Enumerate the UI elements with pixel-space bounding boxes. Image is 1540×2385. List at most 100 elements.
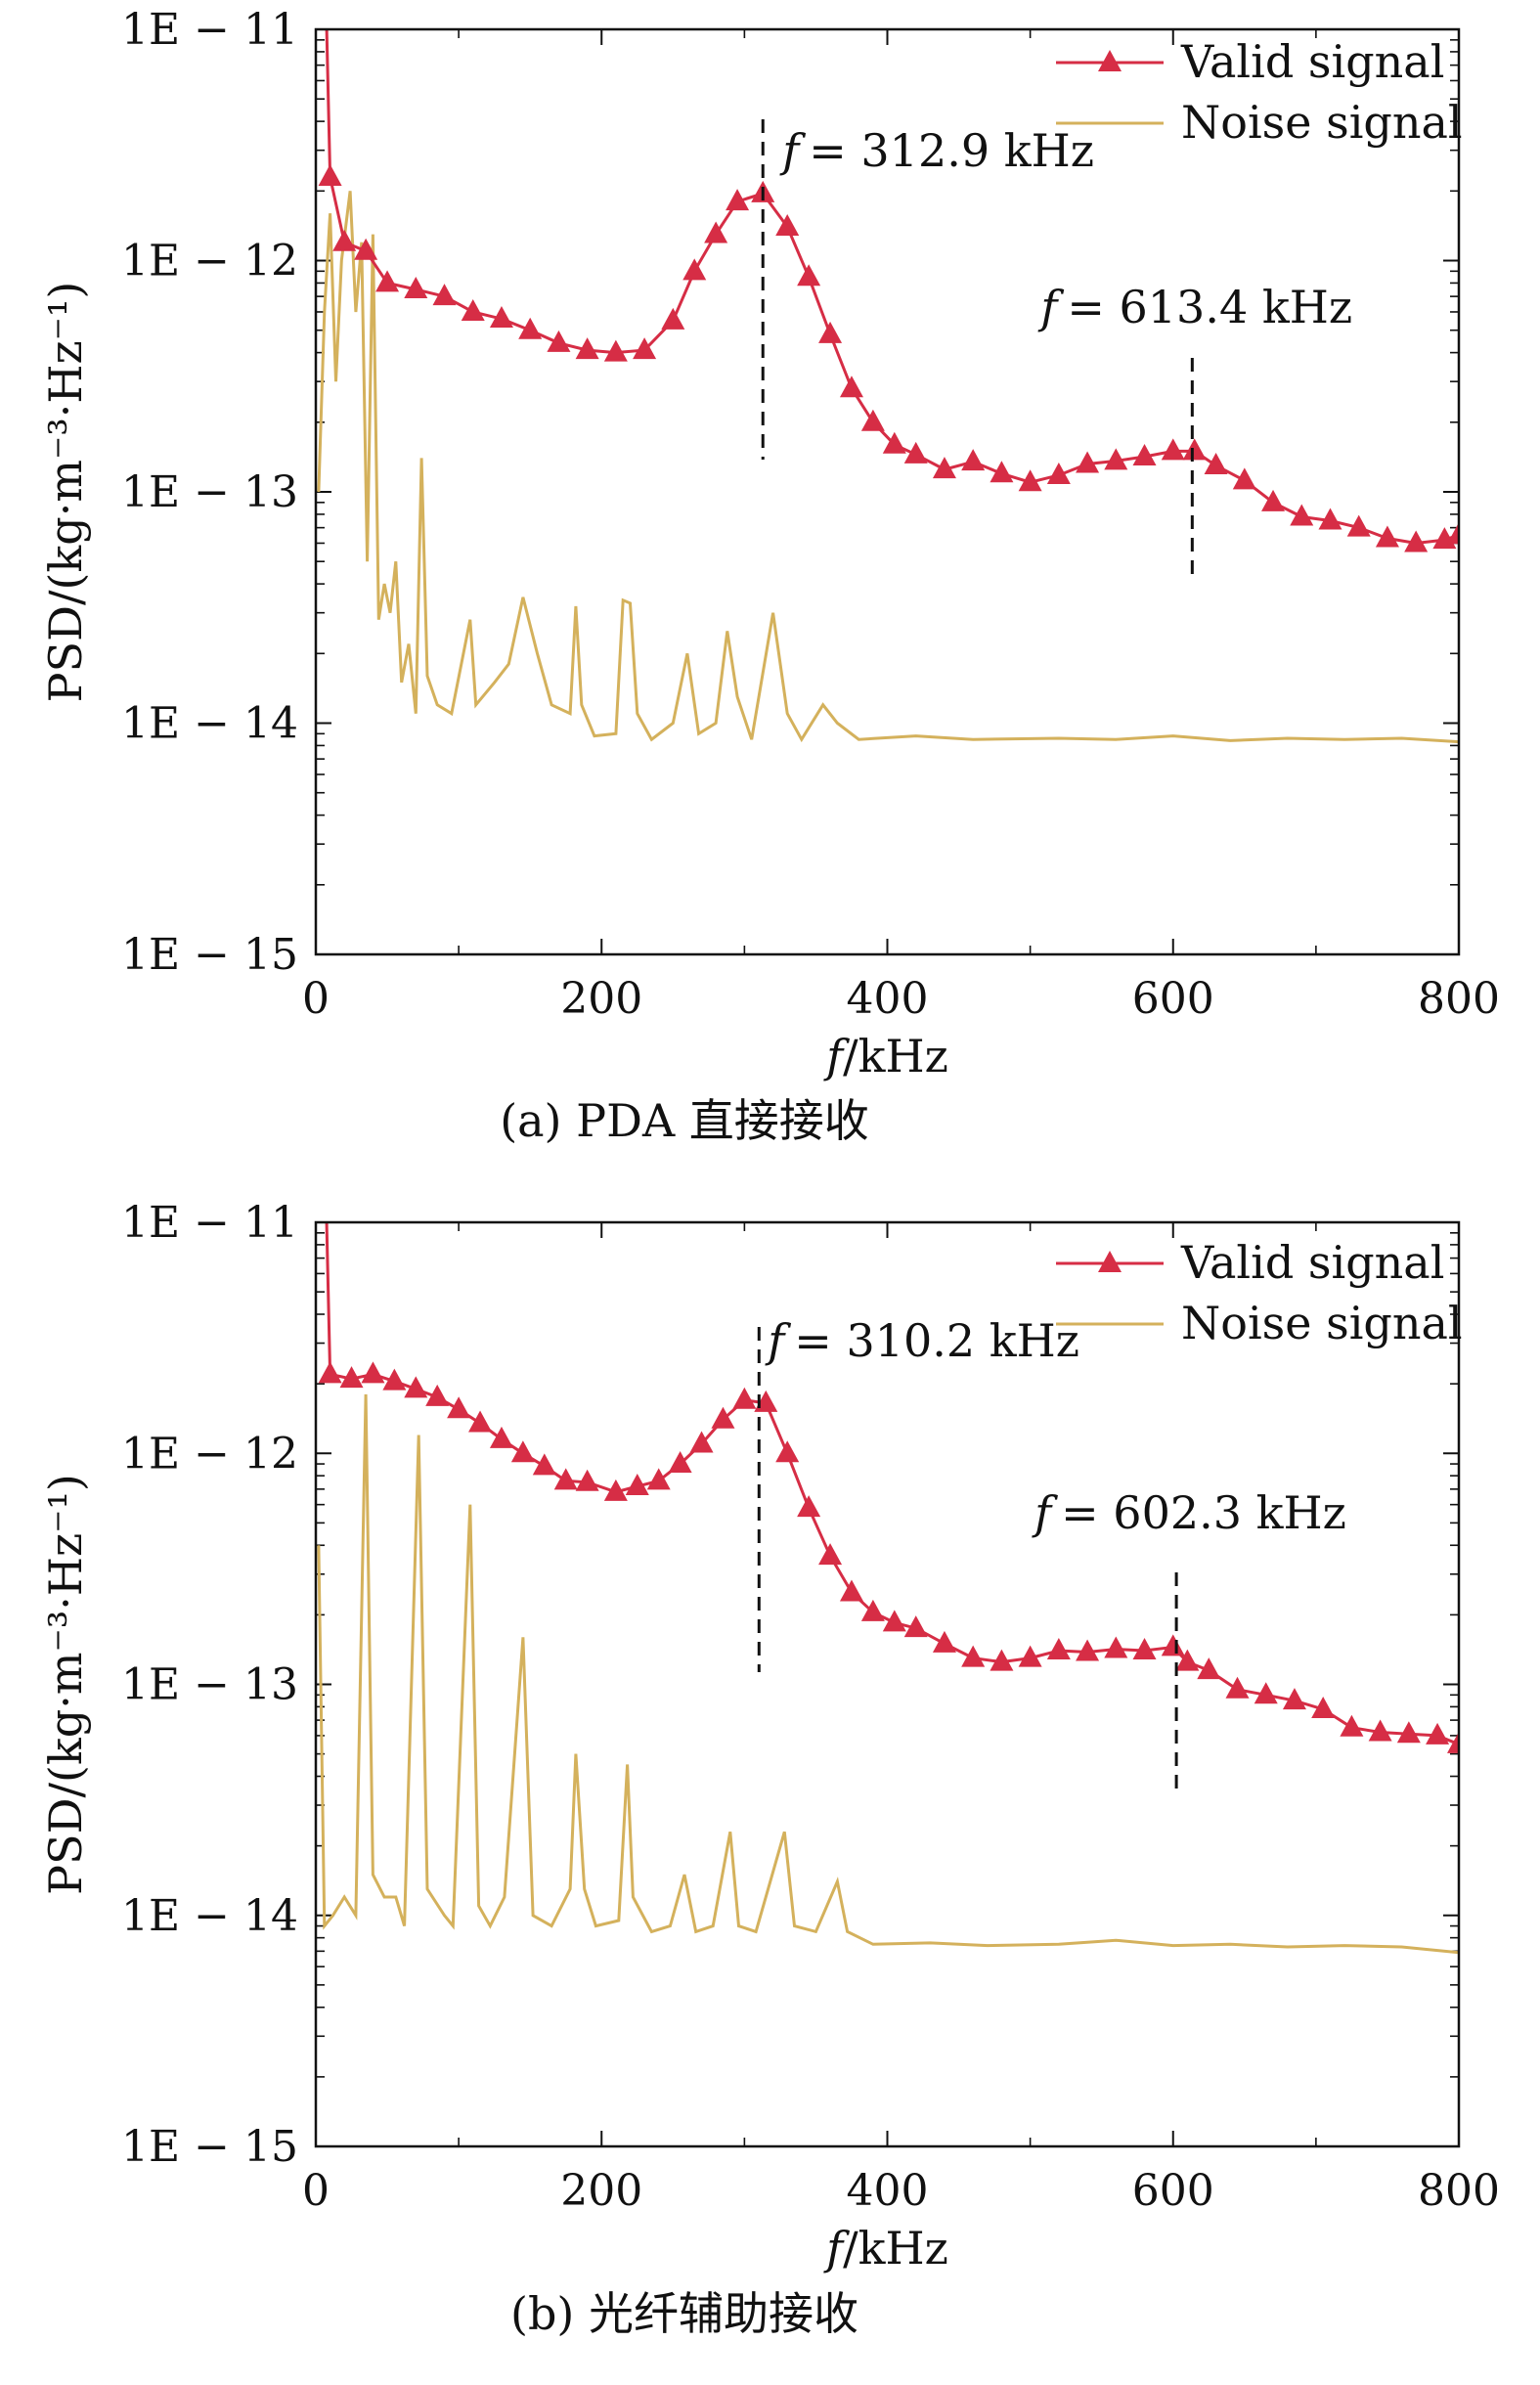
chart-panel-a: 1E − 15 1E − 14 1E − 13 1E − 12 1E − 11 0 200 4…: [39, 5, 1500, 1147]
peak-annotation-f: f: [1037, 281, 1064, 333]
valid-signal-marker: [689, 1431, 714, 1453]
x-tick-label: 400: [847, 2166, 929, 2216]
valid-signal-marker: [860, 409, 885, 431]
valid-signal-marker: [1375, 525, 1399, 548]
valid-signal-marker: [1396, 1721, 1421, 1744]
valid-signal-marker: [633, 337, 657, 360]
valid-signal-marker: [1161, 1634, 1185, 1656]
plot-area: [317, 29, 1459, 744]
valid-signal-marker: [1175, 1649, 1200, 1671]
valid-signal-marker: [882, 431, 906, 454]
valid-signal-marker: [532, 1453, 556, 1476]
valid-signal-marker: [382, 1368, 407, 1391]
valid-signal-marker: [625, 1473, 649, 1495]
valid-signal-marker: [468, 1410, 493, 1433]
legend-valid-label: Valid signal: [1180, 1236, 1444, 1289]
valid-signal-marker: [1311, 1696, 1336, 1718]
valid-signal-marker: [1161, 438, 1185, 461]
valid-signal-marker: [361, 1361, 385, 1384]
valid-signal-marker: [682, 258, 707, 281]
peak-annotation-f: f: [1032, 1486, 1058, 1539]
valid-signal-marker: [1132, 443, 1157, 465]
valid-signal-marker: [318, 163, 342, 186]
valid-signal-marker: [547, 330, 571, 352]
valid-signal-marker: [1340, 1714, 1364, 1737]
valid-signal-marker: [425, 1384, 450, 1406]
plot-frame: [314, 27, 1461, 956]
x-tick-label: 0: [302, 974, 330, 1024]
valid-signal-marker: [553, 1468, 578, 1490]
x-axis-label: f/kHz: [823, 1030, 948, 1082]
valid-signal-marker: [704, 221, 728, 243]
y-tick-label: 1E − 12: [121, 237, 298, 287]
valid-signal-marker: [1182, 438, 1207, 461]
valid-signal-marker: [489, 1426, 513, 1448]
x-tick-label: 800: [1418, 974, 1500, 1024]
y-tick-label: 1E − 11: [121, 1198, 298, 1248]
valid-signal-marker: [860, 1599, 885, 1621]
valid-signal-marker: [432, 284, 457, 306]
valid-signal-marker: [726, 189, 750, 211]
valid-signal-marker: [839, 375, 863, 398]
valid-signal-marker: [1404, 530, 1429, 552]
valid-signal-marker: [990, 461, 1014, 483]
x-axis-label-unit: /kHz: [843, 2222, 948, 2275]
plot-frame: [314, 1220, 1461, 2148]
x-tick-label: 0: [302, 2166, 330, 2216]
valid-signal-marker: [447, 1396, 471, 1419]
peak-annotation: f = 312.9 kHz: [779, 124, 1094, 177]
x-tick-label: 400: [847, 974, 929, 1024]
valid-signal-marker: [1254, 1682, 1278, 1704]
valid-signal-marker: [1282, 1688, 1306, 1710]
valid-signal-marker: [1346, 514, 1371, 537]
valid-signal-marker: [1197, 1657, 1221, 1680]
legend-noise-label: Noise signal: [1181, 96, 1463, 149]
y-tick-label: 1E − 11: [121, 5, 298, 55]
valid-signal-marker: [318, 1361, 342, 1384]
valid-signal-marker: [903, 441, 928, 464]
valid-signal-line: [325, 1222, 1459, 1746]
valid-signal-marker: [961, 1645, 986, 1667]
valid-signal-marker: [404, 1376, 428, 1398]
y-tick-label: 1E − 12: [121, 1429, 298, 1479]
valid-signal-marker: [1318, 508, 1342, 530]
valid-signal-marker: [575, 337, 599, 360]
noise-signal-line: [317, 191, 1459, 744]
peak-annotation-value: = 602.3 kHz: [1061, 1486, 1346, 1539]
peak-annotation-f: f: [779, 124, 806, 177]
valid-signal-marker: [818, 321, 843, 343]
x-tick-label: 800: [1418, 2166, 1500, 2216]
valid-signal-marker: [932, 1630, 956, 1653]
valid-signal-marker: [839, 1579, 863, 1602]
x-tick-label: 200: [560, 2166, 642, 2216]
valid-signal-marker: [1018, 469, 1042, 492]
peak-annotation-value: = 312.9 kHz: [809, 124, 1094, 177]
valid-signal-marker: [661, 307, 685, 330]
valid-signal-marker: [1076, 451, 1100, 473]
peak-annotation: f = 602.3 kHz: [1032, 1486, 1346, 1539]
valid-signal-marker: [732, 1387, 757, 1409]
valid-signal-marker: [1225, 1676, 1250, 1699]
valid-signal-marker: [903, 1615, 928, 1638]
y-axis-label: PSD/(kg·m⁻³·Hz⁻¹): [39, 282, 92, 703]
y-axis-label: PSD/(kg·m⁻³·Hz⁻¹): [39, 1474, 92, 1895]
x-tick-label: 200: [560, 974, 642, 1024]
valid-signal-marker: [332, 229, 357, 251]
peak-annotation-value: = 310.2 kHz: [794, 1314, 1079, 1367]
x-axis-label-unit: /kHz: [843, 1030, 948, 1082]
x-axis-label: f/kHz: [823, 2222, 948, 2275]
panel-caption: (a) PDA 直接接收: [500, 1094, 869, 1147]
valid-signal-marker: [1204, 453, 1228, 475]
valid-signal-marker: [711, 1406, 735, 1429]
valid-signal-marker: [1104, 448, 1128, 470]
valid-signal-marker: [1447, 1731, 1459, 1753]
valid-signal-marker: [603, 339, 628, 362]
y-tick-label: 1E − 14: [121, 699, 298, 749]
valid-signal-marker: [1447, 522, 1459, 545]
valid-signal-marker: [354, 238, 378, 260]
valid-signal-marker: [1046, 462, 1071, 484]
y-tick-label: 1E − 14: [121, 1891, 298, 1941]
valid-signal-marker: [818, 1543, 843, 1566]
valid-signal-marker: [932, 457, 956, 479]
